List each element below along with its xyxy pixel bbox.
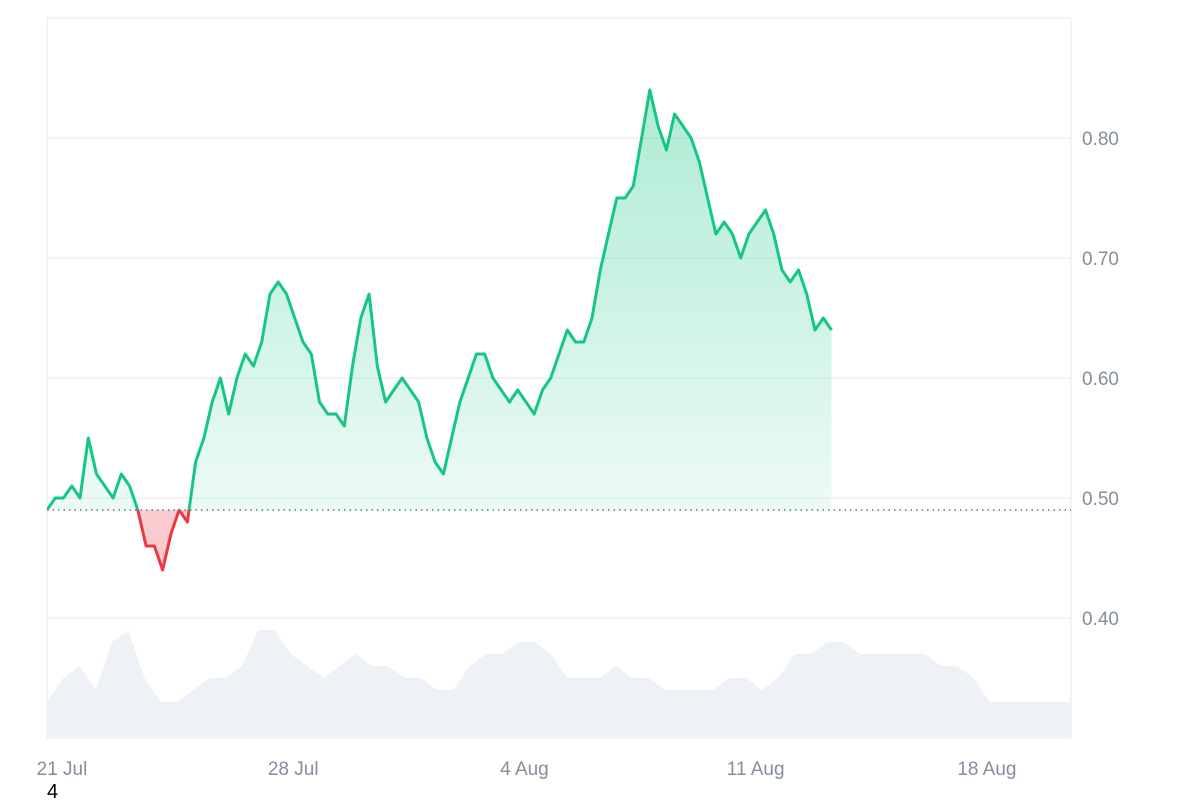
x-tick-label: 11 Aug: [727, 759, 785, 780]
price-area: [47, 90, 832, 570]
x-tick-label: 18 Aug: [957, 759, 1016, 780]
volume-area: [47, 630, 1071, 738]
y-tick-label: 0.80: [1082, 129, 1119, 150]
x-tick-label: 4 Aug: [500, 759, 549, 780]
x-axis-ticks: 21 Jul 28 Jul 4 Aug 11 Aug 18 Aug: [37, 759, 1017, 780]
line-up: [47, 88, 833, 510]
x-tick-label: 21 Jul: [37, 759, 88, 780]
y-tick-label: 0.70: [1082, 249, 1119, 270]
y-axis-ticks: 0.40 0.50 0.60 0.70 0.80: [1082, 129, 1119, 630]
corner-label: 4: [47, 781, 59, 803]
volume-shape: [47, 630, 1071, 738]
y-tick-label: 0.40: [1082, 609, 1119, 630]
price-line: [47, 88, 833, 572]
y-tick-label: 0.50: [1082, 489, 1119, 510]
x-tick-label: 28 Jul: [268, 759, 319, 780]
y-tick-label: 0.60: [1082, 369, 1119, 390]
area-up: [47, 90, 832, 510]
line-down: [47, 510, 191, 572]
